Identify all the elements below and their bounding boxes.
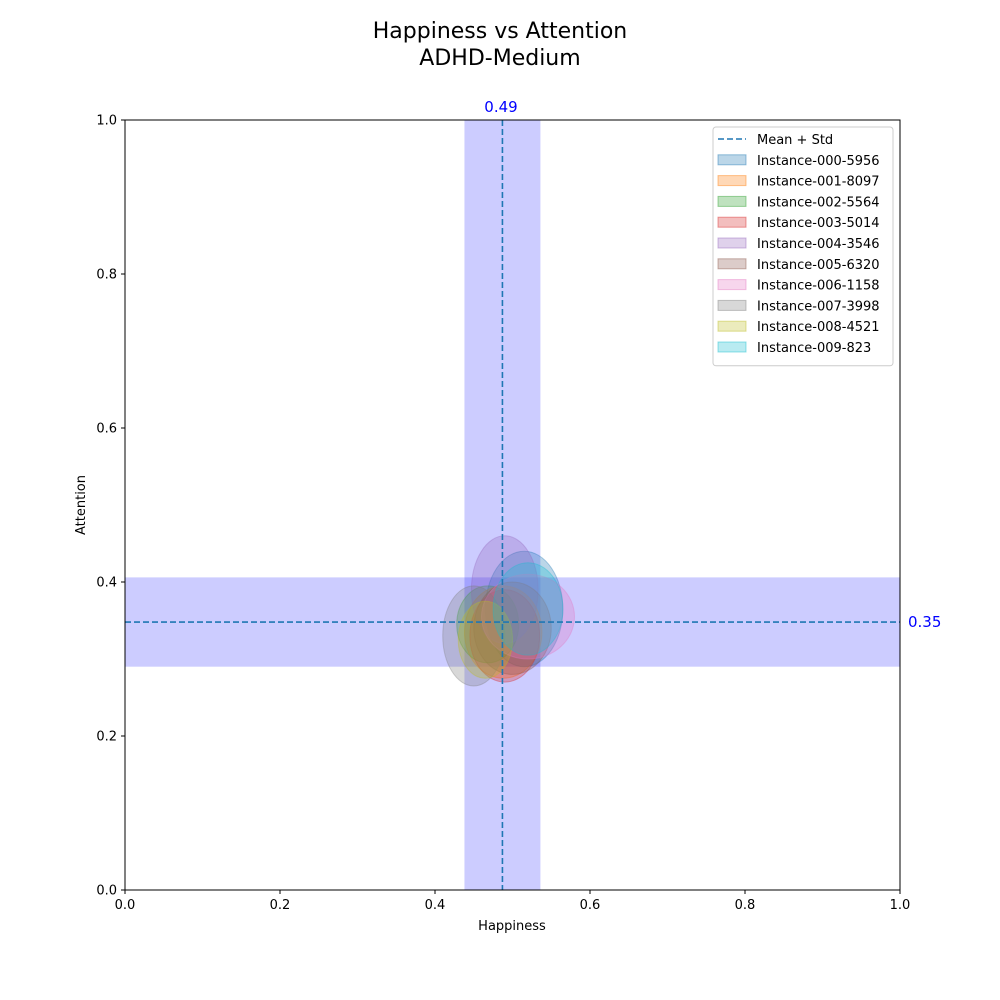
- legend-swatch-5: [717, 258, 747, 270]
- legend-label-2: Instance-002-5564: [757, 195, 880, 210]
- legend-label-6: Instance-006-1158: [757, 279, 880, 294]
- instance-ellipse-9: [492, 562, 564, 656]
- instance-ellipse-3: [469, 589, 541, 683]
- legend-swatch-0: [717, 154, 747, 166]
- legend-swatch-8: [717, 320, 747, 332]
- legend-swatch-3: [717, 216, 747, 228]
- legend-label-1: Instance-001-8097: [757, 175, 880, 190]
- x-tick-label: 0.8: [735, 898, 756, 913]
- legend-label-3: Instance-003-5014: [757, 216, 880, 231]
- legend-mean-label: Mean + Std: [757, 133, 833, 148]
- plot-frame: [124, 119, 901, 891]
- instance-ellipse-7: [442, 585, 506, 687]
- y-axis-label: Attention: [74, 475, 89, 535]
- y-tick-label: 0.0: [96, 884, 117, 899]
- y-tick-label: 0.2: [96, 730, 117, 745]
- x-tick-label: 1.0: [890, 898, 911, 913]
- y-tick-label: 0.6: [96, 422, 117, 437]
- legend-swatch-6: [717, 279, 747, 291]
- plot-area: 0.0 0.2 0.4 0.6 0.8 1.0 0.0 0.2 0.4 0.6 0.8 1.0: [96, 114, 910, 914]
- legend-label-7: Instance-007-3998: [757, 299, 880, 314]
- y-tick-label: 0.4: [96, 576, 117, 591]
- legend-label-4: Instance-004-3546: [757, 237, 880, 252]
- legend-swatch-4: [717, 237, 747, 249]
- instance-ellipse-5: [473, 581, 552, 675]
- instance-ellipse-6: [481, 573, 575, 660]
- legend-swatch-2: [717, 195, 747, 207]
- y-tick-label: 0.8: [96, 268, 117, 283]
- x-tick-label: 0.0: [115, 898, 136, 913]
- y-tick-label: 1.0: [96, 114, 117, 129]
- chart-title: Happiness vs Attention: [373, 19, 627, 44]
- mean-x-std-band: [464, 120, 541, 890]
- mean-x-label: 0.49: [484, 98, 517, 116]
- mean-y-label: 0.35: [908, 613, 941, 631]
- instance-ellipse-0: [484, 550, 564, 668]
- x-axis-label: Happiness: [478, 919, 546, 934]
- legend-swatch-7: [717, 299, 747, 311]
- legend-swatch-9: [717, 341, 747, 353]
- legend-label-9: Instance-009-823: [757, 341, 871, 356]
- legend-label-8: Instance-008-4521: [757, 320, 880, 335]
- instance-ellipse-4: [470, 535, 539, 645]
- chart-subtitle: ADHD-Medium: [419, 46, 580, 71]
- instance-ellipse-8: [457, 600, 513, 679]
- x-tick-label: 0.2: [270, 898, 291, 913]
- legend: Mean + Std Instance-000-5956 Instance-001-…: [712, 126, 894, 367]
- legend-label-5: Instance-005-6320: [757, 258, 880, 273]
- legend-box: [712, 126, 894, 367]
- x-tick-label: 0.6: [580, 898, 601, 913]
- legend-label-0: Instance-000-5956: [757, 154, 880, 169]
- x-tick-label: 0.4: [425, 898, 446, 913]
- legend-swatch-1: [717, 175, 747, 187]
